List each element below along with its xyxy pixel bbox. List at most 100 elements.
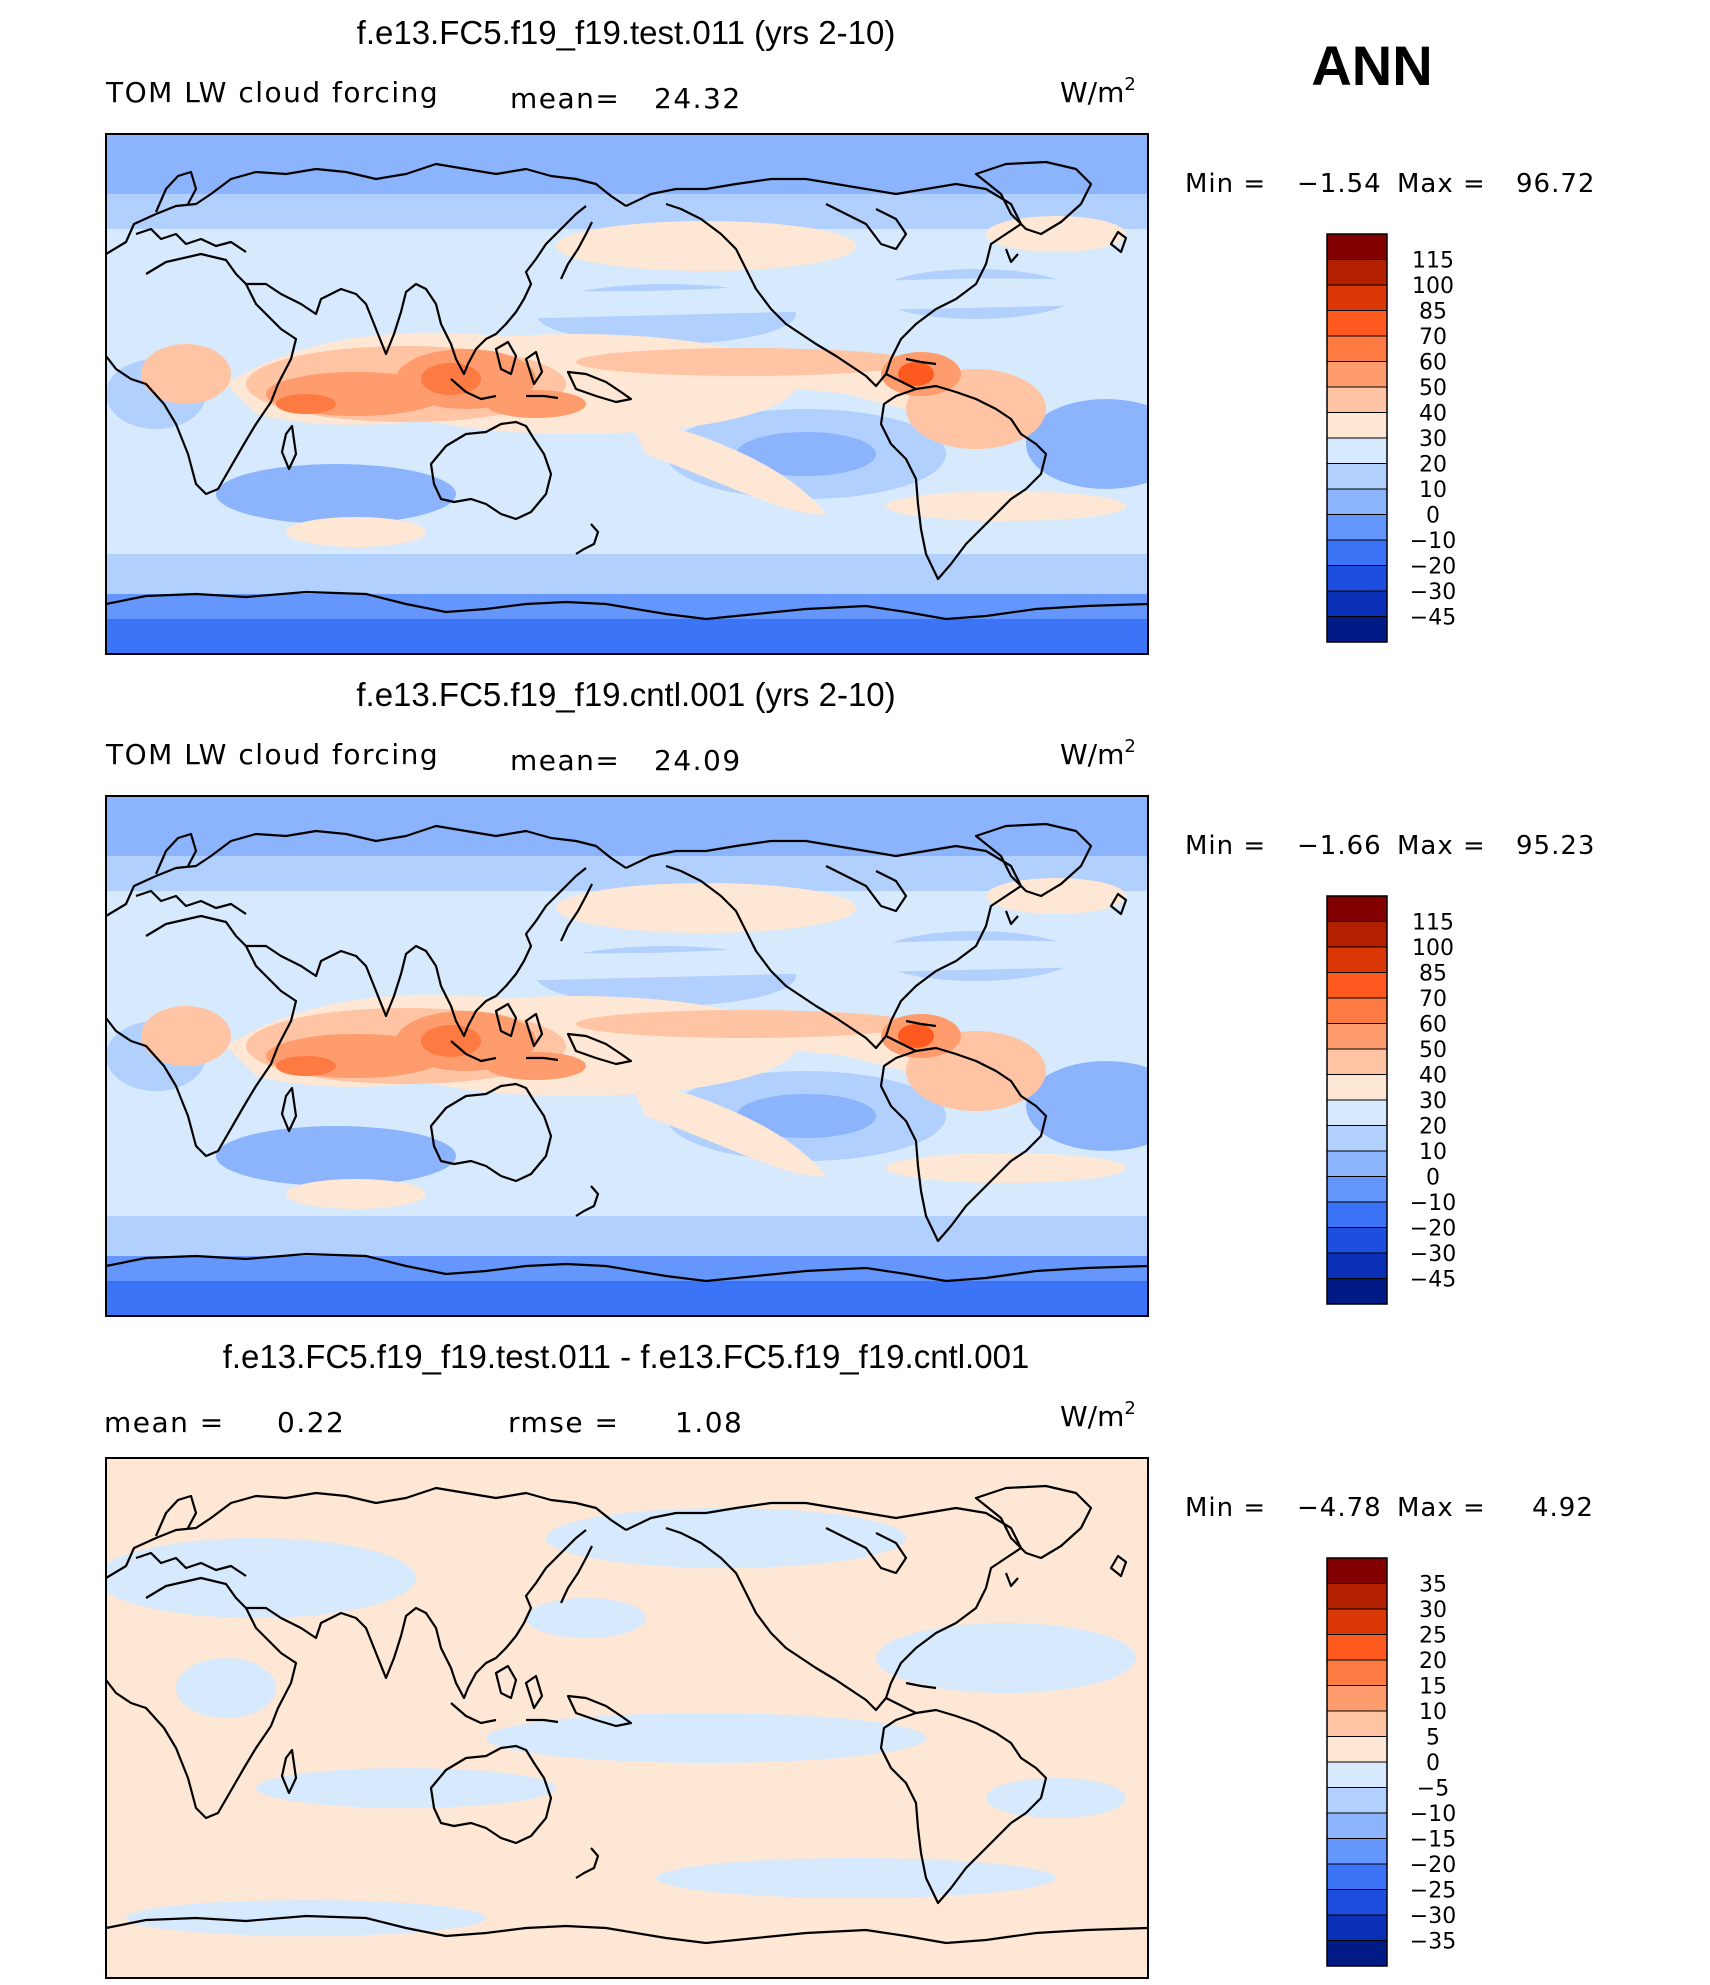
min-value: −1.54 <box>1297 169 1382 199</box>
colorbar-frame <box>1326 1557 1388 1967</box>
colorbar-swatch <box>1326 590 1388 617</box>
units-label: W/m2 <box>1060 736 1136 771</box>
colorbar-tick-label: −20 <box>1410 1853 1456 1878</box>
colorbar-swatch <box>1326 1252 1388 1279</box>
max-value: 95.23 <box>1516 831 1595 861</box>
panel-control: f.e13.FC5.f19_f19.cntl.001 (yrs 2-10) TO… <box>105 676 1595 1317</box>
panel-title: f.e13.FC5.f19_f19.test.011 - f.e13.FC5.f… <box>223 1338 1030 1375</box>
colorbar-tick-label: −5 <box>1417 1777 1449 1802</box>
colorbar-swatch <box>1326 1812 1388 1839</box>
max-label: Max = <box>1397 1493 1486 1523</box>
rmse-value: 1.08 <box>675 1406 743 1439</box>
panel-difference: f.e13.FC5.f19_f19.test.011 - f.e13.FC5.f… <box>104 1338 1594 1979</box>
mean-label: mean = <box>104 1406 225 1439</box>
mean-value: 24.09 <box>654 744 742 777</box>
colorbar-swatch <box>1326 284 1388 311</box>
colorbar-tick-label: 115 <box>1412 911 1454 936</box>
colorbar-swatch <box>1326 1176 1388 1203</box>
colorbar-tick-label: 85 <box>1419 300 1447 325</box>
colorbar-tick-label: 100 <box>1412 274 1454 299</box>
colorbar-tick-label: −10 <box>1410 529 1456 554</box>
colorbar-tick-label: 70 <box>1419 325 1447 350</box>
colorbar-swatch <box>1326 1608 1388 1635</box>
colorbar-swatch <box>1326 361 1388 388</box>
colorbar-tick-label: −30 <box>1410 1904 1456 1929</box>
max-label: Max = <box>1397 169 1486 199</box>
colorbar-swatch <box>1326 616 1388 643</box>
colorbar-tick-label: −10 <box>1410 1802 1456 1827</box>
colorbar-swatch <box>1326 1634 1388 1661</box>
colorbar-tick-label: 15 <box>1419 1675 1447 1700</box>
units-label: W/m2 <box>1060 74 1136 109</box>
colorbar-swatch <box>1326 1889 1388 1916</box>
colorbar-tick-label: 60 <box>1419 1013 1447 1038</box>
colorbar-swatch <box>1326 488 1388 515</box>
mean-value: 0.22 <box>277 1406 345 1439</box>
colorbar-tick-label: 115 <box>1412 249 1454 274</box>
colorbar-swatch <box>1326 1099 1388 1126</box>
panel-title: f.e13.FC5.f19_f19.test.011 (yrs 2-10) <box>357 14 896 51</box>
colorbar-tick-label: 85 <box>1419 962 1447 987</box>
colorbar-tick-label: −15 <box>1410 1828 1456 1853</box>
colorbar-swatch <box>1326 997 1388 1024</box>
min-label: Min = <box>1185 831 1266 861</box>
max-value: 4.92 <box>1532 1493 1594 1523</box>
season-label: ANN <box>1311 34 1432 97</box>
colorbar-swatch <box>1326 310 1388 337</box>
mean-label: mean= <box>510 82 620 115</box>
colorbar-swatch <box>1326 233 1388 260</box>
units-exponent: 2 <box>1124 1398 1135 1419</box>
colorbar-tick-label: −30 <box>1410 580 1456 605</box>
colorbar-swatch <box>1326 1863 1388 1890</box>
colorbar-swatch <box>1326 1940 1388 1967</box>
colorbar-tick-label: 10 <box>1419 1140 1447 1165</box>
colorbar-swatch <box>1326 335 1388 362</box>
colorbar-tick-label: 10 <box>1419 1700 1447 1725</box>
colorbar-tick-label: 30 <box>1419 1598 1447 1623</box>
units-exponent: 2 <box>1124 736 1135 757</box>
colorbar-swatch <box>1326 1736 1388 1763</box>
colorbar-tick-label: 10 <box>1419 478 1447 503</box>
colorbar-tick-label: −10 <box>1410 1191 1456 1216</box>
colorbar-tick-label: 60 <box>1419 351 1447 376</box>
colorbar-tick-label: −20 <box>1410 1217 1456 1242</box>
colorbar-tick-label: −45 <box>1410 606 1456 631</box>
colorbar-swatch <box>1326 1201 1388 1228</box>
colorbar-tick-label: 40 <box>1419 402 1447 427</box>
field-label: TOM LW cloud forcing <box>105 738 439 771</box>
colorbar-swatch <box>1326 1710 1388 1737</box>
colorbar-swatch <box>1326 972 1388 999</box>
colorbar-tick-label: 0 <box>1426 1751 1440 1776</box>
colorbar-swatch <box>1326 946 1388 973</box>
units-base: W/m <box>1060 738 1124 771</box>
colorbar-tick-label: 70 <box>1419 987 1447 1012</box>
units-exponent: 2 <box>1124 74 1135 95</box>
units-base: W/m <box>1060 76 1124 109</box>
colorbar-swatch <box>1326 921 1388 948</box>
colorbar-swatch <box>1326 437 1388 464</box>
colorbar-swatch <box>1326 1659 1388 1686</box>
panel-title: f.e13.FC5.f19_f19.cntl.001 (yrs 2-10) <box>356 676 895 713</box>
map-frame <box>105 1457 1149 1979</box>
colorbar-swatch <box>1326 539 1388 566</box>
colorbar-swatch <box>1326 412 1388 439</box>
min-value: −4.78 <box>1297 1493 1382 1523</box>
colorbar-swatch <box>1326 1685 1388 1712</box>
panel-test: f.e13.FC5.f19_f19.test.011 (yrs 2-10) TO… <box>105 14 1594 655</box>
colorbar-tick-label: 25 <box>1419 1624 1447 1649</box>
units-label: W/m2 <box>1060 1398 1136 1433</box>
colorbar-tick-label: −30 <box>1410 1242 1456 1267</box>
colorbar-tick-label: −35 <box>1410 1930 1456 1955</box>
colorbar-swatch <box>1326 565 1388 592</box>
colorbar-frame <box>1326 233 1388 643</box>
colorbar-tick-label: 30 <box>1419 427 1447 452</box>
colorbar-tick-label: 0 <box>1426 1166 1440 1191</box>
min-label: Min = <box>1185 1493 1266 1523</box>
colorbar-swatch <box>1326 514 1388 541</box>
colorbar-swatch <box>1326 1761 1388 1788</box>
colorbar-swatch <box>1326 1278 1388 1305</box>
colorbar-tick-label: −25 <box>1410 1879 1456 1904</box>
colorbar-swatch <box>1326 1557 1388 1584</box>
